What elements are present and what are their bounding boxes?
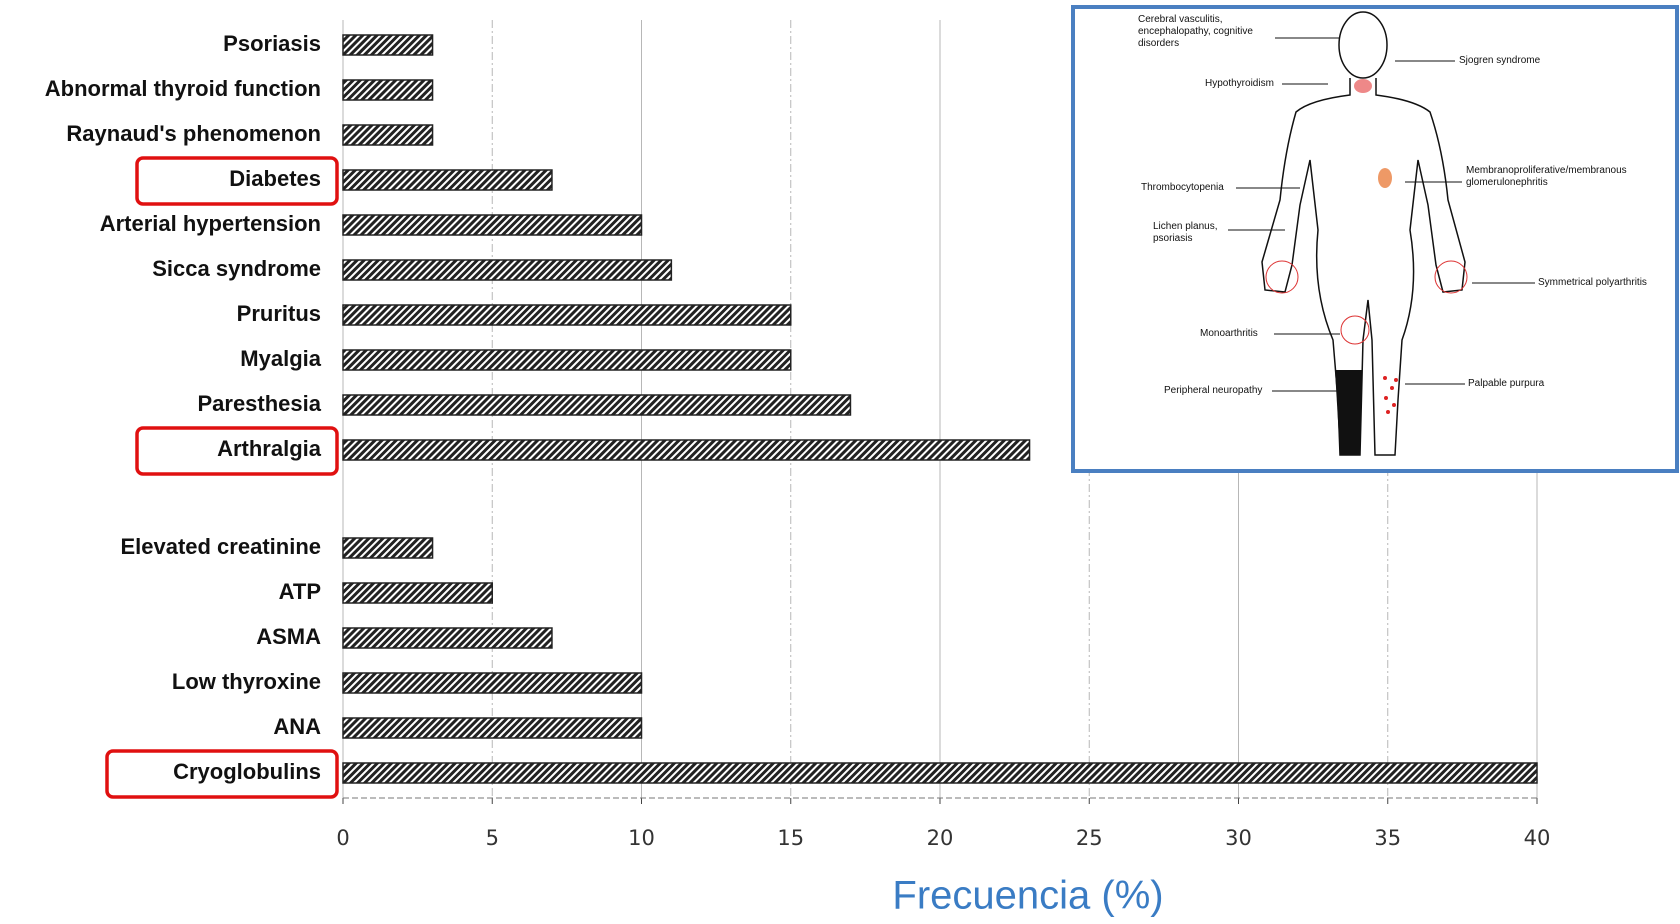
x-tick-label: 15 bbox=[777, 826, 804, 850]
y-tick-label: Paresthesia bbox=[197, 391, 321, 416]
bar bbox=[342, 34, 434, 56]
y-tick-label: Psoriasis bbox=[223, 31, 321, 56]
inset-label: Hypothyroidism bbox=[1205, 78, 1274, 89]
bar bbox=[342, 762, 1538, 784]
bar bbox=[342, 349, 792, 371]
x-tick-label: 20 bbox=[927, 826, 954, 850]
bar bbox=[342, 717, 643, 739]
y-tick-label: Arterial hypertension bbox=[100, 211, 321, 236]
bar bbox=[342, 169, 553, 191]
bar bbox=[342, 627, 553, 649]
bar bbox=[342, 304, 792, 326]
y-tick-label: Myalgia bbox=[240, 346, 321, 371]
inset-label: Sjogren syndrome bbox=[1459, 55, 1541, 66]
y-tick-label: Low thyroxine bbox=[172, 669, 321, 694]
inset-figure bbox=[1071, 5, 1679, 473]
inset-label: Membranoproliferative/membranous glomeru… bbox=[1466, 165, 1627, 188]
highlight-box bbox=[135, 426, 339, 476]
y-tick-label: Sicca syndrome bbox=[152, 256, 321, 281]
y-tick-label: ATP bbox=[279, 579, 321, 604]
x-tick-label: 30 bbox=[1225, 826, 1252, 850]
x-tick-label: 5 bbox=[486, 826, 499, 850]
inset-label: Thrombocytopenia bbox=[1141, 182, 1224, 193]
x-tick-label: 25 bbox=[1076, 826, 1103, 850]
x-tick-label: 35 bbox=[1374, 826, 1401, 850]
y-tick-label: Raynaud's phenomenon bbox=[66, 121, 321, 146]
bar bbox=[342, 582, 493, 604]
y-tick-label: Diabetes bbox=[229, 166, 321, 191]
bar bbox=[342, 672, 643, 694]
x-tick-label: 40 bbox=[1524, 826, 1551, 850]
y-tick-label: Arthralgia bbox=[217, 436, 322, 461]
y-tick-label: Pruritus bbox=[237, 301, 321, 326]
bar bbox=[342, 394, 852, 416]
highlight-box bbox=[135, 156, 339, 206]
highlight-box bbox=[105, 749, 339, 799]
x-tick-label: 0 bbox=[336, 826, 349, 850]
inset-label: Lichen planus, psoriasis bbox=[1153, 221, 1218, 244]
x-tick-label: 10 bbox=[628, 826, 655, 850]
inset-label: Symmetrical polyarthritis bbox=[1538, 277, 1647, 288]
bar bbox=[342, 537, 434, 559]
bar bbox=[342, 79, 434, 101]
x-axis-title: Frecuencia (%) bbox=[892, 874, 1163, 918]
inset-label: Cerebral vasculitis, encephalopathy, cog… bbox=[1138, 14, 1253, 49]
y-tick-label: Elevated creatinine bbox=[120, 534, 321, 559]
bar bbox=[342, 214, 643, 236]
inset-label: Peripheral neuropathy bbox=[1164, 385, 1263, 396]
y-tick-label: ANA bbox=[273, 714, 321, 739]
y-tick-label: ASMA bbox=[256, 624, 321, 649]
y-tick-label: Cryoglobulins bbox=[173, 759, 321, 784]
inset-label: Palpable purpura bbox=[1468, 378, 1545, 389]
bar bbox=[342, 259, 673, 281]
bar bbox=[342, 439, 1031, 461]
bar bbox=[342, 124, 434, 146]
inset-label: Monoarthritis bbox=[1200, 328, 1258, 339]
y-tick-label: Abnormal thyroid function bbox=[45, 76, 321, 101]
